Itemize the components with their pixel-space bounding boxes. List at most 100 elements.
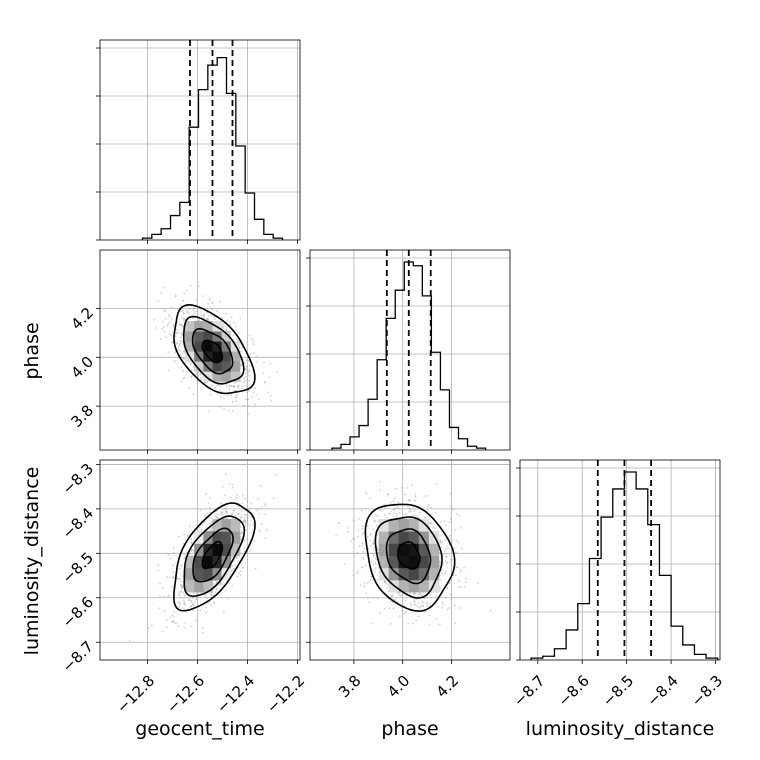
sample-point (196, 371, 199, 374)
sample-point (458, 514, 461, 517)
sample-point (199, 373, 202, 376)
sample-point (172, 615, 175, 618)
sample-point (183, 533, 186, 536)
sample-point (191, 602, 194, 605)
sample-point (176, 342, 178, 345)
density-cell (398, 543, 410, 556)
sample-point (246, 379, 249, 381)
sample-point (435, 482, 438, 485)
density-cell (185, 321, 195, 332)
sample-point (372, 540, 375, 542)
sample-point (200, 314, 203, 317)
sample-point (444, 596, 447, 599)
sample-point (177, 331, 180, 334)
sample-point (174, 294, 177, 296)
density-cell (408, 567, 420, 581)
sample-point (407, 622, 410, 625)
sample-point (405, 513, 407, 516)
sample-point (160, 338, 162, 340)
density-cell (212, 351, 222, 362)
sample-point (452, 574, 455, 577)
density-cell (221, 361, 232, 372)
sample-point (231, 564, 234, 567)
sample-point (421, 600, 424, 603)
sample-point (414, 493, 417, 496)
sample-point (193, 600, 196, 603)
sample-point (181, 587, 183, 590)
sample-point (392, 594, 395, 596)
sample-point (392, 508, 395, 511)
sample-point (420, 605, 422, 608)
sample-point (418, 615, 420, 618)
sample-point (226, 319, 229, 322)
sample-point (383, 503, 386, 506)
density-cell (185, 579, 195, 593)
sample-point (181, 324, 184, 326)
sample-point (183, 597, 185, 600)
sample-point (240, 532, 243, 535)
sample-point (414, 603, 417, 606)
sample-point (215, 588, 218, 591)
sample-point (191, 605, 194, 607)
sample-point (186, 309, 189, 312)
sample-point (180, 310, 183, 312)
sample-point (166, 619, 168, 621)
sample-point (171, 614, 174, 617)
sample-point (375, 558, 377, 561)
sample-point (199, 377, 202, 379)
sample-point (183, 553, 186, 556)
contour-phase-vs-geocent-time (183, 315, 245, 385)
density-cell (203, 341, 213, 352)
sample-point (206, 317, 209, 320)
sample-point (264, 537, 267, 539)
sample-point (191, 375, 193, 378)
sample-point (367, 547, 370, 550)
sample-point (446, 562, 448, 565)
sample-point (387, 493, 390, 496)
sample-point (186, 596, 189, 599)
sample-point (239, 517, 242, 520)
sample-point (174, 351, 177, 354)
sample-point (183, 357, 185, 360)
sample-point (177, 345, 180, 348)
sample-point (369, 539, 371, 542)
sample-point (383, 607, 386, 610)
sample-point (173, 547, 175, 549)
sample-point (240, 514, 243, 517)
sample-point (224, 506, 227, 508)
sample-point (448, 607, 450, 609)
sample-point (459, 607, 462, 609)
sample-point (231, 483, 234, 486)
sample-point (463, 566, 465, 569)
sample-point (178, 577, 180, 580)
sample-point (173, 360, 176, 363)
sample-point (426, 494, 429, 497)
sample-point (183, 557, 186, 559)
sample-point (183, 318, 186, 321)
sample-point (228, 384, 231, 387)
sample-point (240, 387, 243, 390)
sample-point (460, 570, 462, 573)
sample-point (389, 623, 392, 625)
sample-point (384, 580, 387, 583)
sample-point (429, 521, 432, 524)
sample-point (407, 510, 410, 513)
sample-point (263, 361, 265, 364)
sample-point (439, 552, 441, 554)
sample-point (388, 607, 391, 610)
sample-point (246, 391, 249, 394)
sample-point (188, 307, 191, 310)
sample-point (201, 627, 204, 629)
sample-point (435, 618, 438, 620)
sample-point (225, 517, 228, 520)
sample-point (228, 482, 231, 485)
sample-point (445, 538, 447, 541)
sample-point (338, 522, 340, 525)
sample-point (242, 560, 245, 563)
sample-point (192, 308, 195, 311)
sample-point (357, 535, 359, 538)
sample-point (189, 606, 192, 608)
sample-point (361, 556, 364, 559)
sample-point (163, 330, 166, 333)
sample-point (175, 335, 177, 338)
